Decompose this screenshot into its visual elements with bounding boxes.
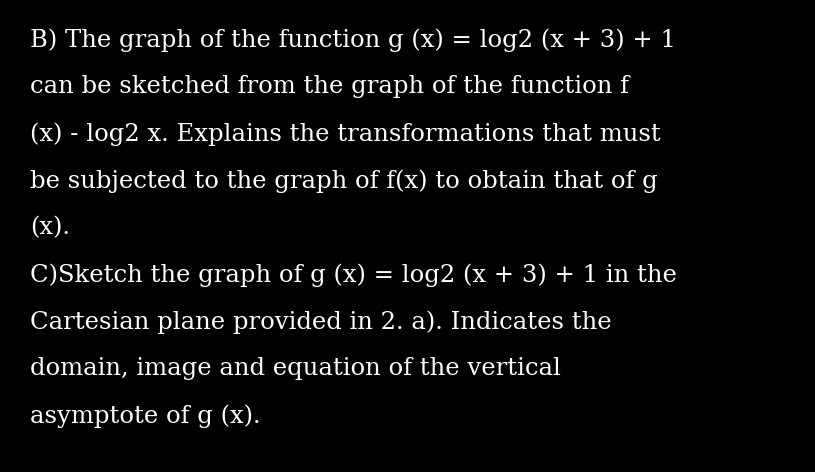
Text: can be sketched from the graph of the function f: can be sketched from the graph of the fu…	[30, 75, 629, 98]
Text: asymptote of g (x).: asymptote of g (x).	[30, 404, 261, 428]
Text: B) The graph of the function g (x) = log2 (x + 3) + 1: B) The graph of the function g (x) = log…	[30, 28, 676, 51]
Text: be subjected to the graph of f(x) to obtain that of g: be subjected to the graph of f(x) to obt…	[30, 169, 658, 193]
Text: Cartesian plane provided in 2. a). Indicates the: Cartesian plane provided in 2. a). Indic…	[30, 310, 611, 334]
Text: (x).: (x).	[30, 216, 70, 239]
Text: C)Sketch the graph of g (x) = log2 (x + 3) + 1 in the: C)Sketch the graph of g (x) = log2 (x + …	[30, 263, 677, 287]
Text: domain, image and equation of the vertical: domain, image and equation of the vertic…	[30, 357, 561, 380]
Text: (x) - log2 x. Explains the transformations that must: (x) - log2 x. Explains the transformatio…	[30, 122, 661, 145]
